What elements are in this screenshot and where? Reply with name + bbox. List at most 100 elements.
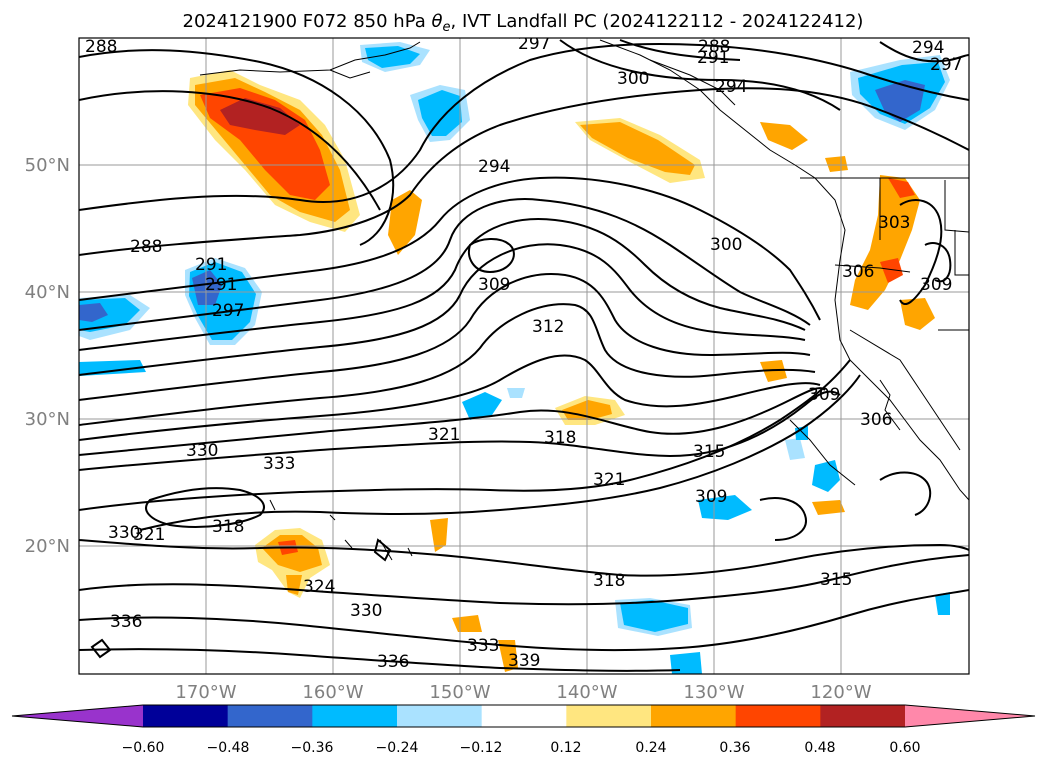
- lon-label: 170°W: [175, 682, 236, 703]
- contour-label: 306: [860, 410, 892, 430]
- cold-region: [875, 80, 925, 122]
- cold-region: [462, 392, 502, 420]
- contour-label: 324: [303, 577, 335, 597]
- longitude-labels: 170°W 160°W 150°W 140°W 130°W 120°W: [175, 682, 871, 703]
- theta-e-contours: [79, 39, 969, 672]
- contour-label: 297: [518, 34, 550, 54]
- cold-region: [79, 303, 108, 322]
- colorbar-extend-high: [905, 705, 1035, 727]
- lat-label: 50°N: [25, 155, 70, 176]
- contour-label: 321: [133, 525, 165, 545]
- colorbar-tick-label: 0.48: [804, 740, 835, 756]
- colorbar-segment: [143, 705, 229, 727]
- cold-region: [795, 426, 808, 440]
- colorbar-segment: [820, 705, 906, 727]
- colorbar-tick-label: −0.36: [291, 740, 334, 756]
- contour-label: 309: [695, 487, 727, 507]
- latitude-labels: 50°N 40°N 30°N 20°N: [25, 155, 70, 557]
- contour-label: 333: [467, 636, 499, 656]
- lon-label: 120°W: [810, 682, 871, 703]
- contour-label: 309: [808, 385, 840, 405]
- contour-label: 291: [205, 275, 237, 295]
- colorbar-tick-label: 0.60: [889, 740, 920, 756]
- colorbar-tick-label: 0.12: [550, 740, 581, 756]
- graticule: [79, 38, 969, 674]
- cold-region: [507, 388, 525, 398]
- contour-label: 336: [377, 652, 409, 672]
- contour-label: 330: [186, 441, 218, 461]
- colorbar-segment: [735, 705, 821, 727]
- contour-label: 294: [478, 157, 510, 177]
- colorbar-tick-label: −0.12: [460, 740, 503, 756]
- warm-region: [812, 500, 845, 515]
- warm-region: [760, 122, 808, 150]
- colorbar-segment: [397, 705, 483, 727]
- cold-region: [698, 495, 752, 520]
- lon-label: 140°W: [556, 682, 617, 703]
- colorbar-tick-label: −0.48: [207, 740, 250, 756]
- contour-label: 318: [593, 571, 625, 591]
- colorbar: −0.60 −0.48 −0.36 −0.24 −0.12 0.12 0.24 …: [11, 704, 1036, 756]
- warm-region: [880, 258, 903, 283]
- colorbar-extend-low: [12, 705, 143, 727]
- contour-label: 288: [130, 237, 162, 257]
- colorbar-segment: [651, 705, 737, 727]
- lat-label: 30°N: [25, 409, 70, 430]
- contour-label: 291: [697, 48, 729, 68]
- contour-label: 291: [195, 255, 227, 275]
- warm-region: [850, 175, 920, 310]
- warm-region: [430, 518, 448, 552]
- colorbar-outline: [11, 704, 1036, 728]
- contour-label: 330: [350, 601, 382, 621]
- colorbar-segment: [481, 705, 567, 727]
- colorbar-tick-label: 0.36: [719, 740, 750, 756]
- contour-label: 306: [842, 262, 874, 282]
- contour-label: 330: [108, 523, 140, 543]
- cold-region: [418, 90, 462, 136]
- contour-label: 288: [698, 37, 730, 57]
- contour-label: 318: [544, 428, 576, 448]
- map-frame: [78, 37, 970, 675]
- contour-label: 336: [110, 612, 142, 632]
- colorbar-tick-label: −0.24: [376, 740, 419, 756]
- lon-label: 130°W: [683, 682, 744, 703]
- figure-title: 2024121900 F072 850 hPa θe, IVT Landfall…: [183, 11, 864, 35]
- colorbar-segment: [312, 705, 398, 727]
- colorbar-segment: [566, 705, 652, 727]
- cold-region: [365, 46, 420, 68]
- contour-label: 315: [693, 442, 725, 462]
- warm-region: [825, 156, 848, 172]
- contour-label: 315: [820, 570, 852, 590]
- colorbar-tick-label: 0.24: [635, 740, 666, 756]
- colorbar-segment: [227, 705, 313, 727]
- colorbar-segments: [12, 705, 1035, 727]
- cold-region: [785, 438, 805, 460]
- warm-region: [580, 122, 695, 175]
- lat-label: 40°N: [25, 282, 70, 303]
- warm-region: [220, 98, 300, 135]
- cold-region: [670, 652, 702, 674]
- contour-label: 297: [212, 301, 244, 321]
- contour-label: 321: [428, 425, 460, 445]
- lat-label: 20°N: [25, 536, 70, 557]
- contour-label: 339: [508, 651, 540, 671]
- lon-label: 150°W: [429, 682, 490, 703]
- contour-label: 297: [930, 55, 962, 75]
- warm-region: [498, 640, 518, 672]
- contour-label: 309: [478, 275, 510, 295]
- map-panel: 288 297 288 291 294 297 300 294 294 291 …: [78, 34, 970, 675]
- contour-label: 300: [617, 69, 649, 89]
- warm-region: [262, 535, 322, 572]
- contour-label: 294: [912, 38, 944, 58]
- cold-region: [935, 592, 950, 615]
- colorbar-tick-label: −0.60: [122, 740, 165, 756]
- cold-region: [620, 600, 688, 632]
- colorbar-ticks: −0.60 −0.48 −0.36 −0.24 −0.12 0.12 0.24 …: [122, 740, 921, 756]
- contour-label: 303: [878, 213, 910, 233]
- warm-region: [900, 298, 935, 330]
- contour-label: 321: [593, 470, 625, 490]
- contour-label: 333: [263, 454, 295, 474]
- contour-label: 288: [85, 37, 117, 57]
- lon-label: 160°W: [302, 682, 363, 703]
